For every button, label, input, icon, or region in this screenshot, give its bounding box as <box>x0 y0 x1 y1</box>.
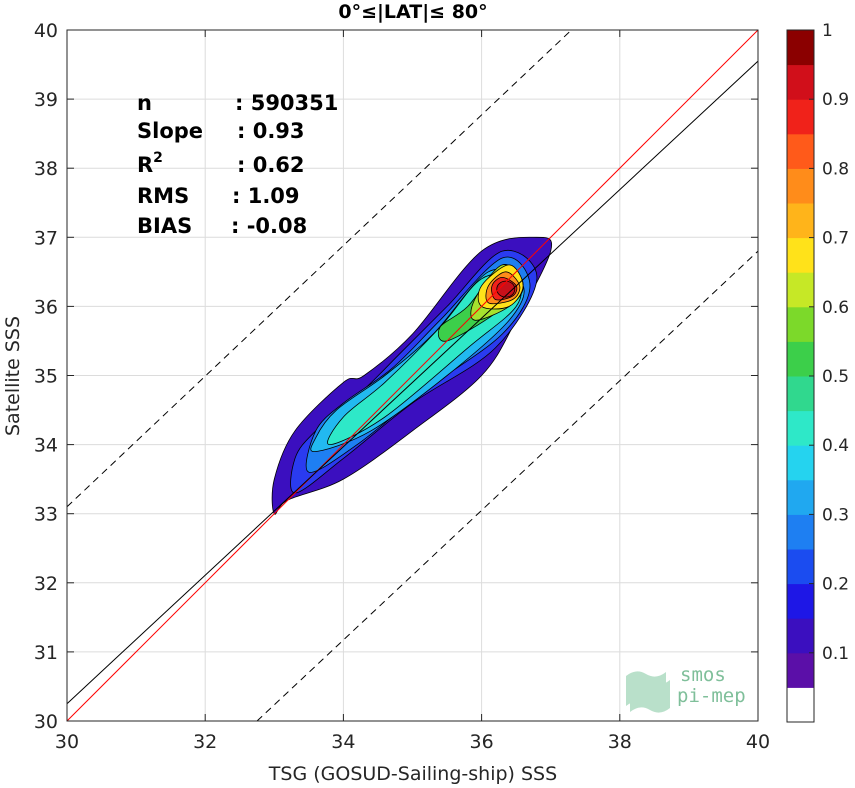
colorbar-segment <box>787 168 814 204</box>
colorbar-tick-label: 0.2 <box>822 575 849 595</box>
y-tick-label: 37 <box>34 227 58 249</box>
colorbar-segment <box>787 583 814 619</box>
y-tick-label: 39 <box>34 89 58 111</box>
y-tick-label: 35 <box>34 366 58 388</box>
colorbar-segment <box>787 618 814 654</box>
colorbar-tick-label: 0.8 <box>822 159 849 179</box>
logo-waves-graphic <box>626 671 670 713</box>
stat-value: : 0.93 <box>237 119 305 143</box>
colorbar-segment <box>787 203 814 239</box>
colorbar-segment <box>787 687 814 723</box>
stat-label: RMS <box>137 184 189 208</box>
x-tick-label: 32 <box>193 731 217 753</box>
colorbar-segment <box>787 237 814 273</box>
colorbar-segment <box>787 514 814 550</box>
line-regression <box>66 60 759 705</box>
y-tick-label: 34 <box>34 435 58 457</box>
colorbar-tick-label: 0.5 <box>822 367 849 387</box>
colorbar-segment <box>787 410 814 446</box>
colorbar-tick-label: 0.6 <box>822 298 849 318</box>
stat-superscript: 2 <box>153 150 163 166</box>
colorbar-tick-label: 0.7 <box>822 229 849 249</box>
colorbar-segment <box>787 341 814 377</box>
y-tick-label: 32 <box>34 573 58 595</box>
x-tick-label: 38 <box>608 731 632 753</box>
y-tick-label: 30 <box>34 711 58 733</box>
y-axis-label: Satellite SSS <box>2 316 24 436</box>
line-lower-bound <box>256 250 759 722</box>
y-axis-ticks: 30 31 32 33 34 35 36 37 38 39 40 <box>34 20 758 733</box>
colorbar-segment <box>787 133 814 169</box>
colorbar-segment <box>787 376 814 412</box>
y-tick-label: 36 <box>34 296 58 318</box>
x-tick-label: 36 <box>470 731 494 753</box>
colorbar-segment <box>787 479 814 515</box>
line-one-to-one <box>66 29 759 722</box>
colorbar-tick-label: 0.4 <box>822 436 849 456</box>
colorbar-tick-label: 0.3 <box>822 505 849 525</box>
logo-text-smos: smos <box>680 664 726 686</box>
colorbar-segment <box>787 652 814 688</box>
colorbar-segment <box>787 99 814 135</box>
stat-value: : 590351 <box>235 91 338 115</box>
colorbar-segment <box>787 306 814 342</box>
stat-label: n <box>137 91 152 115</box>
colorbar-segment <box>787 272 814 308</box>
smos-pi-mep-logo: smos pi-mep <box>626 664 746 713</box>
colorbar-segment <box>787 64 814 100</box>
logo-text-pi-mep: pi-mep <box>677 685 746 707</box>
colorbar-tick-label: 0.9 <box>822 90 849 110</box>
y-tick-label: 40 <box>34 20 58 42</box>
stat-label: BIAS <box>137 214 192 238</box>
colorbar-tick-label: 1 <box>822 21 833 41</box>
y-tick-label: 31 <box>34 642 58 664</box>
x-tick-label: 40 <box>746 731 770 753</box>
stat-value: : 0.62 <box>237 153 305 177</box>
x-tick-label: 34 <box>331 731 355 753</box>
x-axis-label: TSG (GOSUD-Sailing-ship) SSS <box>268 763 557 785</box>
line-upper-bound <box>66 29 572 508</box>
density-peak <box>496 280 516 298</box>
y-tick-label: 33 <box>34 504 58 526</box>
x-axis-ticks: 30 32 34 36 38 40 <box>55 30 770 753</box>
stat-label: Slope <box>137 119 203 143</box>
y-tick-label: 38 <box>34 158 58 180</box>
colorbar-ticks: 0.1 0.2 0.3 0.4 0.5 0.6 0.7 0.8 0.9 1 <box>809 21 849 664</box>
colorbar <box>786 29 815 723</box>
colorbar-tick-label: 0.1 <box>822 644 849 664</box>
colorbar-segment <box>787 549 814 585</box>
chart-title: 0°≤|LAT|≤ 80° <box>338 1 487 23</box>
reference-lines <box>66 29 759 722</box>
colorbar-segment <box>787 445 814 481</box>
x-tick-label: 30 <box>55 731 79 753</box>
colorbar-segment <box>787 30 814 66</box>
stat-value: : 1.09 <box>232 184 300 208</box>
stat-value: : -0.08 <box>231 214 307 238</box>
